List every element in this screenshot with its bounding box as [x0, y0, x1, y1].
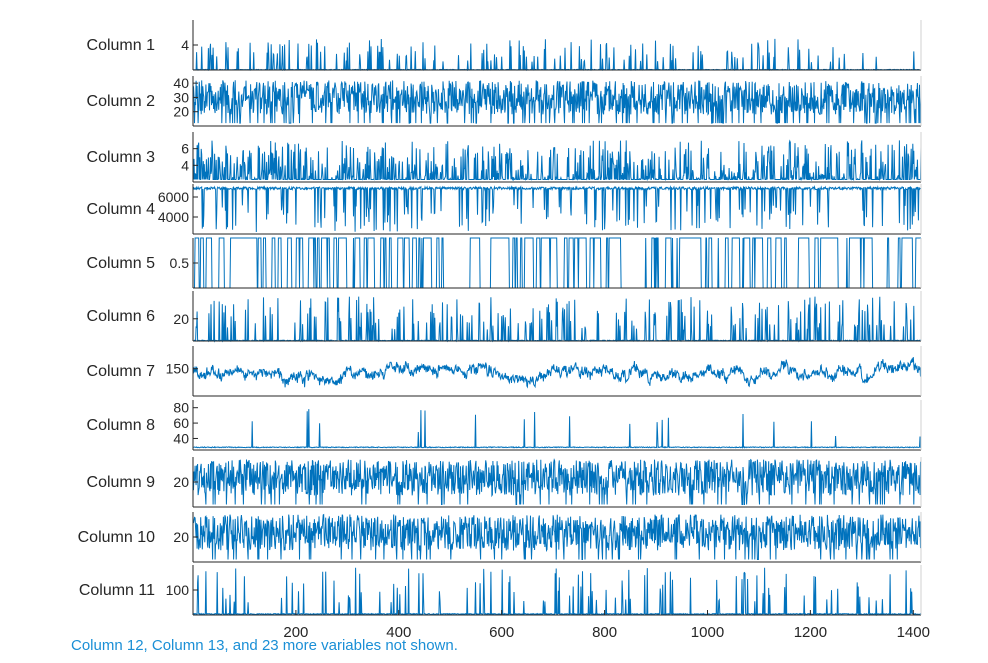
hidden-variables-note: Column 12, Column 13, and 23 more variab… — [71, 637, 458, 654]
panel-9: 20 Column 9 — [87, 457, 922, 508]
panel-10: 20 Column 10 — [78, 512, 922, 563]
x-tick-label-3: 600 — [489, 624, 514, 641]
y-tick-label-3-2: 4 — [181, 157, 189, 173]
x-tick-label-6: 1200 — [794, 624, 827, 641]
panel-label-1: Column 1 — [87, 37, 156, 54]
y-tick-label-8-1: 80 — [173, 400, 189, 416]
series-line-6 — [193, 296, 922, 343]
y-tick-label-2-1: 40 — [173, 75, 189, 91]
panel-7: 150 Column 7 — [87, 346, 922, 397]
y-tick-label-10-1: 20 — [173, 529, 189, 545]
panel-3: 64 Column 3 — [87, 132, 922, 183]
series-line-10 — [193, 513, 922, 560]
series-line-3 — [193, 139, 922, 182]
y-tick-label-8-3: 40 — [173, 430, 189, 446]
series-line-4 — [193, 185, 922, 233]
panel-label-3: Column 3 — [87, 149, 156, 166]
x-tick-label-1: 200 — [283, 624, 308, 641]
panel-label-11: Column 11 — [79, 582, 155, 599]
panel-label-6: Column 6 — [87, 308, 156, 325]
series-line-5 — [193, 237, 921, 289]
panel-label-8: Column 8 — [87, 417, 156, 434]
y-tick-label-3-1: 6 — [181, 141, 189, 157]
y-tick-label-8-2: 60 — [173, 415, 189, 431]
y-tick-label-2-3: 20 — [173, 104, 189, 120]
y-tick-label-7-1: 150 — [166, 361, 190, 377]
panel-label-2: Column 2 — [87, 93, 156, 110]
series-line-9 — [193, 458, 922, 505]
x-tick-label-2: 400 — [386, 624, 411, 641]
y-tick-label-11-1: 100 — [166, 582, 190, 598]
x-tick-label-5: 1000 — [691, 624, 724, 641]
x-axis-ticks: 200 400 600 800 1000 1200 1400 — [283, 610, 930, 641]
x-tick-label-4: 800 — [592, 624, 617, 641]
panel-5: 0.5 Column 5 — [87, 237, 922, 289]
series-line-8 — [193, 409, 922, 450]
series-line-11 — [193, 567, 922, 617]
y-tick-label-4-1: 6000 — [158, 189, 189, 205]
y-tick-label-2-2: 30 — [173, 89, 189, 105]
panel-label-4: Column 4 — [87, 201, 156, 218]
y-tick-label-1-1: 4 — [181, 37, 189, 53]
series-line-7 — [193, 357, 922, 389]
y-tick-label-4-2: 4000 — [158, 209, 189, 225]
panel-label-7: Column 7 — [87, 363, 156, 380]
panel-1: 4 Column 1 — [87, 20, 922, 72]
panel-label-5: Column 5 — [87, 255, 156, 272]
panel-6: 20 Column 6 — [87, 291, 922, 343]
y-tick-label-6-1: 20 — [173, 311, 189, 327]
x-tick-label-7: 1400 — [897, 624, 930, 641]
panel-11: 100 Column 11 — [79, 565, 922, 617]
y-tick-label-5-1: 0.5 — [170, 255, 190, 271]
y-tick-label-9-1: 20 — [173, 474, 189, 490]
panel-label-10: Column 10 — [78, 529, 155, 546]
panel-label-9: Column 9 — [87, 474, 156, 491]
series-line-2 — [193, 80, 922, 124]
series-line-1 — [193, 38, 922, 72]
